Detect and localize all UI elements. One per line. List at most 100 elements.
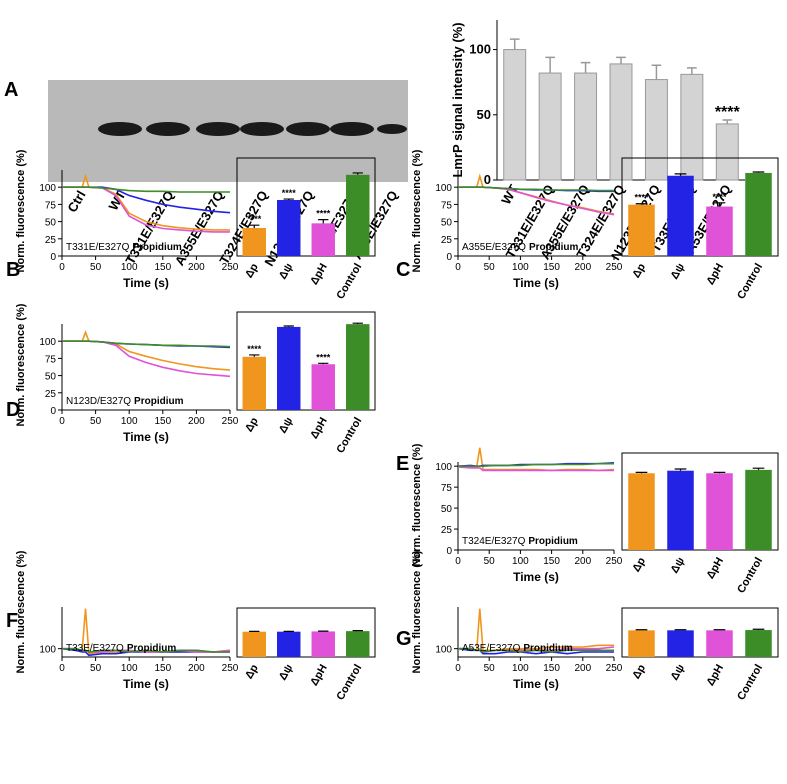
- bar: [277, 200, 301, 256]
- y-tick-label: 0: [446, 252, 452, 263]
- x-tick-label: 0: [455, 262, 461, 273]
- x-tick-label: 250: [606, 262, 623, 273]
- line-series: [457, 466, 614, 472]
- significance: ****: [247, 214, 262, 224]
- y-tick-label: 100: [39, 645, 56, 656]
- x-axis-label: Time (s): [123, 430, 169, 444]
- error-bar: [713, 202, 726, 207]
- x-tick-label: Δp: [630, 261, 648, 280]
- x-tick-label: 150: [154, 416, 171, 427]
- x-tick-label: Δp: [243, 415, 261, 434]
- error-bar: [318, 219, 329, 224]
- significance: ****: [634, 193, 649, 203]
- panel-letter: F: [6, 610, 18, 632]
- error-bar: [651, 64, 662, 80]
- x-tick-label: 250: [222, 416, 239, 427]
- x-axis-label: Time (s): [513, 570, 559, 584]
- error-bar: [352, 629, 363, 632]
- x-tick-label: Δψ: [669, 663, 687, 683]
- line-series: [62, 330, 231, 371]
- y-tick-label: 25: [441, 235, 453, 246]
- bar: [242, 356, 266, 410]
- strain-label: N123D/E327Q Propidium: [66, 396, 184, 407]
- line-series: [458, 186, 614, 192]
- line-series: [457, 447, 615, 472]
- y-tick-label: 100: [435, 462, 452, 473]
- plot-frame: [621, 452, 779, 551]
- x-tick-label: 50: [90, 663, 102, 674]
- bar: [311, 631, 335, 657]
- error-bar: [713, 629, 726, 631]
- bar: [346, 324, 370, 410]
- lane-label: T331E/E327Q: [122, 188, 176, 267]
- bar: [628, 630, 655, 657]
- strain-label: T331E/E327Q Propidium: [66, 242, 182, 253]
- x-tick-label: 100: [121, 416, 138, 427]
- y-tick-label: 75: [45, 354, 57, 365]
- error-bar: [752, 467, 765, 470]
- x-tick-label: 150: [154, 663, 171, 674]
- x-tick-label: ΔpH: [704, 555, 726, 581]
- x-tick-label: 200: [574, 663, 591, 674]
- strain-name: A355E/E327Q: [462, 242, 526, 253]
- x-tick-label: WT: [498, 182, 521, 207]
- strain-label: A53E/E327Q Propidium: [462, 643, 573, 654]
- y-axis-label: Norm. fluorescence (%): [411, 149, 423, 272]
- dye-name: Propidium: [523, 643, 573, 654]
- x-tick-label: 0: [455, 556, 461, 567]
- bar: [706, 206, 733, 256]
- bar: [667, 175, 694, 256]
- significance: ****: [316, 209, 331, 219]
- error-bar: [722, 119, 733, 124]
- x-tick-label: 0: [59, 663, 65, 674]
- x-tick-label: Control: [334, 663, 364, 703]
- x-tick-label: Control: [334, 416, 364, 456]
- blot-band: [286, 122, 330, 136]
- x-tick-label: 50: [90, 262, 102, 273]
- y-axis-label: LmrP signal intensity (%): [450, 22, 465, 177]
- y-tick-label: 100: [39, 337, 56, 348]
- strain-name: T331E/E327Q: [66, 242, 130, 253]
- x-tick-label: 0: [59, 262, 65, 273]
- y-tick-label: 25: [45, 389, 57, 400]
- panel-letter: B: [6, 259, 20, 281]
- x-tick-label: 50: [90, 416, 102, 427]
- bar: [745, 630, 772, 657]
- y-tick-label: 100: [39, 183, 56, 194]
- x-tick-label: 150: [543, 663, 560, 674]
- error-bar: [674, 468, 687, 471]
- y-axis-label: Norm. fluorescence (%): [411, 550, 423, 673]
- dye-name: Propidium: [529, 242, 579, 253]
- bar: [311, 223, 335, 256]
- x-tick-label: Δψ: [277, 262, 295, 282]
- significance: ****: [316, 352, 331, 362]
- line-series: [62, 340, 231, 348]
- x-tick-label: 250: [222, 663, 239, 674]
- dye-name: Propidium: [134, 396, 184, 407]
- x-tick-label: Δp: [243, 261, 261, 280]
- plot-frame: [236, 607, 376, 658]
- line-series: [62, 186, 230, 193]
- dye-name: Propidium: [132, 242, 182, 253]
- x-axis-label: Time (s): [123, 677, 169, 691]
- bar: [346, 631, 370, 657]
- x-tick-label: Δp: [630, 662, 648, 681]
- bar: [628, 473, 655, 550]
- y-tick-label: 100: [469, 42, 491, 57]
- x-tick-label: 50: [484, 556, 496, 567]
- line-series: [458, 608, 614, 652]
- x-tick-label: 100: [121, 262, 138, 273]
- x-tick-label: Δψ: [669, 262, 687, 282]
- bar: [667, 630, 694, 657]
- y-tick-label: 75: [45, 200, 57, 211]
- x-tick-label: 200: [574, 556, 591, 567]
- error-bar: [580, 61, 591, 74]
- bar: [538, 72, 562, 181]
- blot-band: [146, 122, 190, 136]
- panel-letter: G: [396, 628, 412, 650]
- blot-band: [240, 122, 284, 136]
- bar: [628, 204, 655, 256]
- bar: [311, 364, 335, 410]
- x-axis-label: Time (s): [123, 276, 169, 290]
- y-tick-label: 25: [45, 235, 57, 246]
